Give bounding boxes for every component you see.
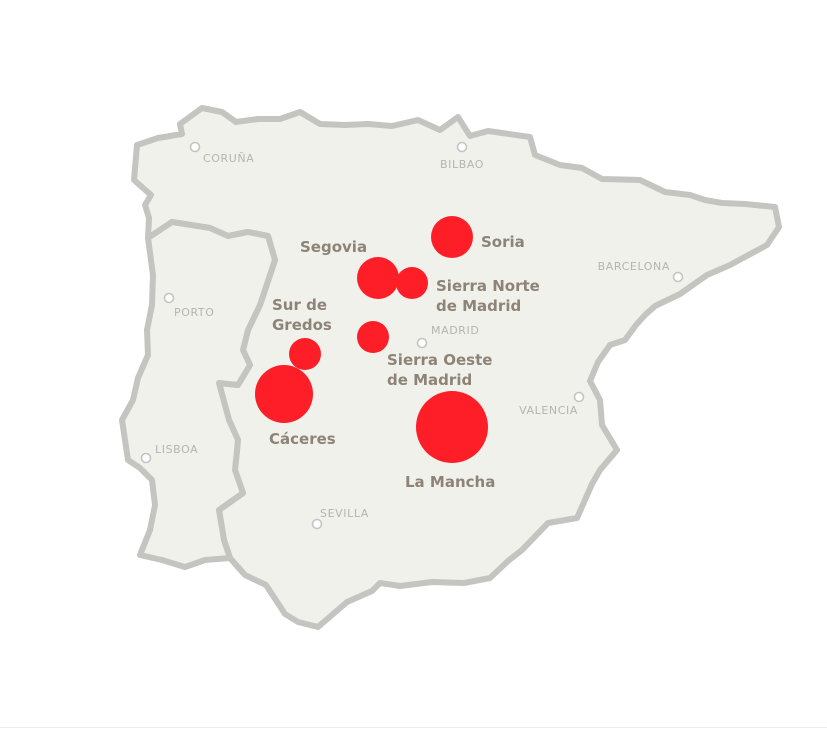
city-label-sevilla: SEVILLA: [320, 507, 369, 520]
bubble-caceres: [255, 365, 313, 423]
city-marker-icon: [573, 391, 585, 403]
city-marker-icon: [189, 141, 201, 153]
city-sevilla: SEVILLA: [311, 507, 369, 530]
region-label-soria: Soria: [481, 233, 525, 251]
region-label-line: de Madrid: [436, 297, 521, 315]
region-label-line: Sierra Oeste: [387, 351, 492, 369]
city-madrid: MADRID: [416, 324, 479, 349]
city-coruna: CORUÑA: [189, 141, 254, 165]
city-label-valencia: VALENCIA: [519, 404, 578, 417]
region-label-sierra-norte: Sierra Norte de Madrid: [436, 277, 540, 315]
region-label-line: Sur de: [272, 296, 327, 314]
bubble-sierra-norte: [396, 267, 428, 299]
bottom-divider: [0, 727, 827, 728]
city-marker-icon: [456, 141, 468, 153]
portugal-landmass: [119, 219, 278, 570]
city-lisboa: LISBOA: [140, 443, 198, 464]
region-label-line: Gredos: [272, 316, 332, 334]
bubble-soria: [431, 216, 473, 258]
region-label-la-mancha: La Mancha: [405, 473, 495, 491]
city-marker-icon: [672, 271, 684, 283]
bubbles-layer: [255, 216, 488, 463]
region-labels-layer: Soria Segovia Sierra Norte de Madrid Sur de G…: [269, 233, 540, 491]
region-label-line: Segovia: [300, 238, 367, 256]
cities-layer: CORUÑA BILBAO BARCELONA PORTO MADRID VALENCIA…: [140, 141, 684, 530]
region-label-line: de Madrid: [387, 371, 472, 389]
bubble-sierra-oeste: [357, 321, 389, 353]
region-label-sur-de-gredos: Sur de Gredos: [272, 296, 332, 334]
region-label-line: Cáceres: [269, 430, 336, 448]
city-barcelona: BARCELONA: [598, 260, 684, 283]
city-label-bilbao: BILBAO: [440, 158, 484, 171]
city-marker-icon: [311, 518, 323, 530]
region-label-line: La Mancha: [405, 473, 495, 491]
city-label-lisboa: LISBOA: [155, 443, 198, 456]
city-porto: PORTO: [163, 292, 215, 319]
region-label-caceres: Cáceres: [269, 430, 336, 448]
bubble-sur-de-gredos: [289, 338, 321, 370]
city-label-coruna: CORUÑA: [203, 152, 254, 165]
city-label-porto: PORTO: [174, 306, 215, 319]
region-label-line: Sierra Norte: [436, 277, 540, 295]
city-valencia: VALENCIA: [519, 391, 585, 417]
city-bilbao: BILBAO: [440, 141, 484, 171]
city-marker-icon: [416, 337, 428, 349]
bubble-segovia: [357, 257, 399, 299]
city-marker-icon: [163, 292, 175, 304]
region-label-line: Soria: [481, 233, 525, 251]
city-marker-icon: [140, 452, 152, 464]
city-label-barcelona: BARCELONA: [598, 260, 670, 273]
region-label-segovia: Segovia: [300, 238, 367, 256]
bubble-la-mancha: [416, 391, 488, 463]
region-label-sierra-oeste: Sierra Oeste de Madrid: [387, 351, 492, 389]
city-label-madrid: MADRID: [431, 324, 479, 337]
